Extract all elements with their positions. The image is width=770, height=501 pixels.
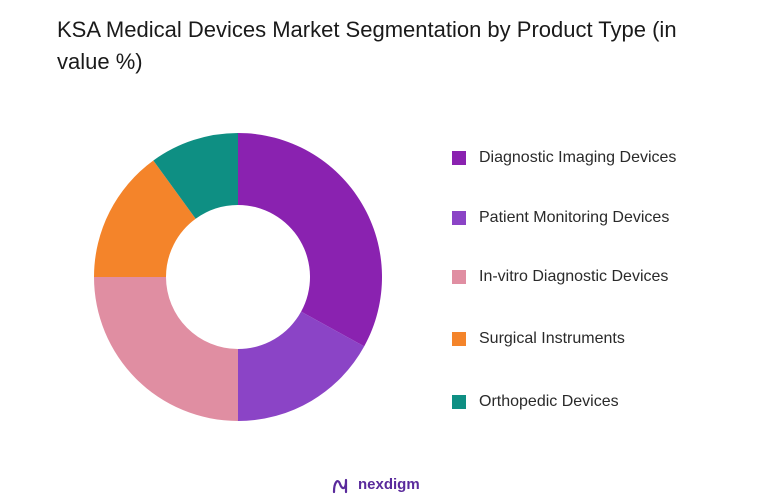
legend-label: In-vitro Diagnostic Devices (479, 268, 669, 285)
legend-swatch (452, 395, 466, 409)
legend-swatch (452, 211, 466, 225)
donut-slice-diagnostic-imaging-devices (238, 133, 383, 347)
donut-slice-in-vitro-diagnostic-devices (94, 277, 238, 421)
legend-swatch (452, 151, 466, 165)
legend-label: Diagnostic Imaging Devices (479, 149, 677, 166)
chart-title: KSA Medical Devices Market Segmentation … (57, 17, 677, 74)
donut-slice-patient-monitoring-devices (238, 311, 365, 421)
legend-label: Orthopedic Devices (479, 393, 619, 410)
legend-swatch (452, 332, 466, 346)
legend-label: Patient Monitoring Devices (479, 209, 670, 226)
legend-label: Surgical Instruments (479, 330, 625, 347)
donut-slice-orthopedic-devices (153, 133, 238, 219)
donut-slice-surgical-instruments (94, 160, 196, 277)
legend-swatch (452, 270, 466, 284)
nexdigm-logo-icon (332, 478, 348, 494)
brand-name: nexdigm (358, 476, 420, 493)
